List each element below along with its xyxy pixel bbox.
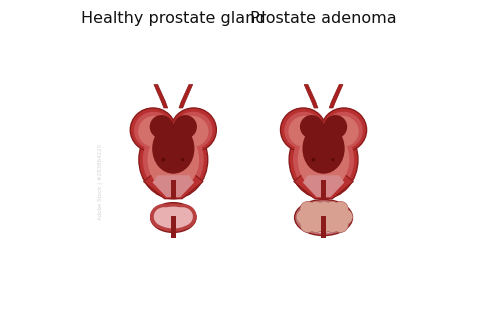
Circle shape [312, 209, 328, 225]
Bar [171, 180, 175, 199]
Ellipse shape [298, 129, 350, 190]
Ellipse shape [284, 112, 324, 149]
Circle shape [333, 202, 348, 217]
Ellipse shape [170, 204, 196, 229]
Polygon shape [152, 175, 194, 197]
Circle shape [305, 209, 320, 224]
Ellipse shape [298, 202, 350, 233]
Polygon shape [329, 85, 343, 108]
Bar [171, 216, 175, 238]
Circle shape [181, 158, 184, 161]
Circle shape [300, 217, 316, 232]
Ellipse shape [174, 115, 197, 139]
Circle shape [300, 201, 316, 217]
Ellipse shape [324, 112, 363, 149]
Ellipse shape [150, 203, 196, 232]
Circle shape [300, 202, 316, 217]
Circle shape [332, 201, 348, 217]
Ellipse shape [171, 108, 216, 152]
Ellipse shape [155, 207, 192, 228]
Circle shape [325, 217, 340, 232]
Circle shape [313, 209, 328, 224]
Ellipse shape [139, 121, 207, 199]
Ellipse shape [302, 124, 344, 174]
Ellipse shape [134, 112, 173, 149]
Ellipse shape [148, 129, 199, 190]
Ellipse shape [176, 116, 208, 147]
Ellipse shape [150, 115, 173, 139]
Text: Adobe Stock | #283864220: Adobe Stock | #283864220 [98, 144, 103, 219]
Circle shape [324, 201, 340, 217]
Circle shape [162, 158, 165, 162]
Circle shape [333, 217, 348, 232]
Ellipse shape [289, 121, 358, 199]
Ellipse shape [288, 116, 321, 147]
Circle shape [316, 201, 332, 217]
Circle shape [296, 209, 312, 225]
Ellipse shape [174, 112, 212, 149]
Circle shape [308, 217, 324, 232]
Bar [322, 180, 326, 199]
Ellipse shape [293, 124, 354, 195]
Polygon shape [144, 174, 203, 199]
Ellipse shape [300, 115, 324, 139]
Circle shape [325, 202, 340, 217]
Ellipse shape [150, 204, 176, 229]
Circle shape [308, 217, 324, 233]
Circle shape [329, 209, 344, 224]
Text: Healthy prostate gland: Healthy prostate gland [81, 11, 266, 26]
Ellipse shape [280, 108, 326, 152]
Ellipse shape [326, 116, 359, 147]
Ellipse shape [321, 108, 366, 152]
Ellipse shape [130, 108, 176, 152]
Ellipse shape [172, 207, 193, 226]
Ellipse shape [324, 115, 347, 139]
Circle shape [316, 217, 332, 232]
Circle shape [321, 209, 336, 224]
Circle shape [336, 209, 353, 225]
Bar [321, 216, 326, 238]
Circle shape [300, 217, 316, 233]
Ellipse shape [138, 116, 171, 147]
Polygon shape [294, 174, 354, 199]
Polygon shape [179, 85, 192, 108]
Circle shape [324, 217, 340, 233]
Polygon shape [304, 85, 318, 108]
Ellipse shape [154, 207, 174, 226]
Circle shape [296, 209, 312, 224]
Circle shape [308, 202, 324, 217]
Polygon shape [154, 85, 168, 108]
Circle shape [332, 217, 348, 233]
Circle shape [328, 209, 345, 225]
Ellipse shape [143, 124, 204, 195]
Circle shape [338, 209, 352, 224]
Ellipse shape [152, 124, 194, 174]
Circle shape [316, 217, 332, 233]
Circle shape [304, 209, 320, 225]
Circle shape [316, 202, 332, 217]
Circle shape [332, 158, 334, 161]
Circle shape [308, 201, 324, 217]
Circle shape [320, 209, 336, 225]
Text: Prostate adenoma: Prostate adenoma [250, 11, 397, 26]
Ellipse shape [294, 200, 352, 235]
Polygon shape [302, 175, 344, 197]
Circle shape [312, 158, 316, 162]
